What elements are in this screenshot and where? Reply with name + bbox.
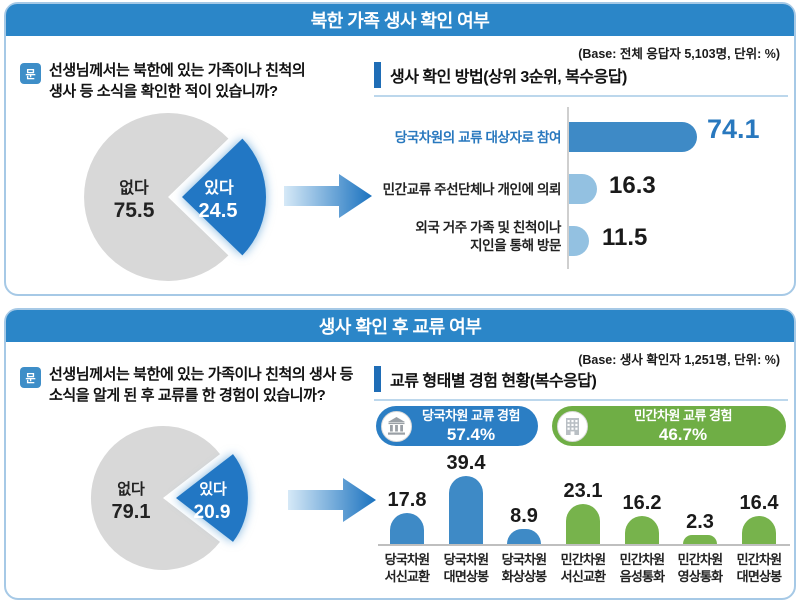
vbar-value-5: 16.2: [622, 492, 662, 514]
vbar-label-5: 민간차원 음성통화: [619, 552, 665, 584]
panel2-question: 문 선생님께서는 북한에 있는 가족이나 친척의 생사 등 소식을 알게 된 후…: [20, 365, 353, 406]
vbar-label-2: 당국차원 대면상봉: [443, 552, 489, 584]
vbar-label-6: 민간차원 영상통화: [677, 552, 723, 584]
section-accent-bar: [374, 366, 381, 392]
pie-no-label: 없다: [119, 179, 149, 197]
panel-survival-check: 북한 가족 생사 확인 여부 (Base: 전체 응답자 5,103명, 단위:…: [4, 2, 796, 296]
section-underline: [374, 95, 788, 97]
question-badge-icon: 문: [20, 367, 41, 388]
pie-no-value: 79.1: [112, 501, 151, 523]
vbar-value-3: 8.9: [510, 505, 538, 527]
pill-private-text: 민간차원 교류 경험 46.7%: [634, 408, 732, 444]
panel1-question: 문 선생님께서는 북한에 있는 가족이나 친척의 생사 등 소식을 확인한 적이…: [20, 61, 306, 102]
section-underline: [374, 399, 788, 401]
vbar-baseline: [378, 544, 790, 546]
panel2-pie-chart: 없다 79.1 있다 20.9: [90, 426, 248, 570]
pie-no-label: 없다: [117, 481, 145, 498]
vbar-value-7: 16.4: [739, 492, 779, 514]
hbar-value-3: 11.5: [602, 224, 648, 251]
hbar-value-1: 74.1: [707, 114, 760, 144]
vbar-6: [683, 535, 717, 544]
vbar-value-6: 2.3: [686, 511, 714, 533]
vbar-value-1: 17.8: [387, 489, 427, 511]
pie-yes-label: 있다: [204, 178, 234, 197]
section-accent-bar: [374, 62, 381, 88]
flow-arrow-icon: [288, 478, 376, 522]
hbar-value-2: 16.3: [609, 172, 656, 199]
pill-government-text: 당국차원 교류 경험 57.4%: [422, 408, 520, 444]
pill-private-exchange: 민간차원 교류 경험 46.7%: [552, 406, 786, 446]
vbar-value-2: 39.4: [446, 452, 486, 474]
pie-yes-label: 있다: [199, 480, 227, 498]
vbar-4: [566, 504, 600, 544]
panel2-title: 생사 확인 후 교류 여부: [318, 317, 482, 337]
vbar-value-4: 23.1: [563, 480, 603, 502]
question-badge-icon: 문: [20, 63, 41, 84]
pie-slice-yes: [182, 138, 267, 256]
panel1-section-title: 생사 확인 방법(상위 3순위, 복수응답): [390, 69, 627, 86]
vbar-1: [390, 513, 424, 544]
panel2-question-text: 선생님께서는 북한에 있는 가족이나 친척의 생사 등 소식을 알게 된 후 교…: [49, 366, 354, 404]
panel1-question-text: 선생님께서는 북한에 있는 가족이나 친척의 생사 등 소식을 확인한 적이 있…: [49, 62, 306, 100]
pie-slice-no: [90, 426, 220, 570]
panel2-base-note: (Base: 생사 확인자 1,251명, 단위: %): [578, 353, 780, 367]
hbar-1: [569, 122, 697, 152]
hbar-label-1: 당국차원의 교류 대상자로 참여: [394, 130, 562, 145]
panel-exchange-after-check: 생사 확인 후 교류 여부 (Base: 생사 확인자 1,251명, 단위: …: [4, 308, 796, 600]
hbar-label-3: 외국 거주 가족 및 친척이나 지인을 통해 방문: [415, 220, 561, 253]
vbar-2: [449, 476, 483, 544]
apartment-building-icon: [557, 410, 588, 442]
vbar-label-7: 민간차원 대면상봉: [736, 552, 782, 584]
panel1-header: 북한 가족 생사 확인 여부: [6, 4, 794, 36]
pie-yes-value: 24.5: [199, 200, 238, 222]
panel1-section-header: 생사 확인 방법(상위 3순위, 복수응답): [374, 62, 627, 88]
vbar-5: [625, 516, 659, 544]
panel2-section-title: 교류 형태별 경험 현황(복수응답): [390, 373, 597, 390]
panel2-section-header: 교류 형태별 경험 현황(복수응답): [374, 366, 597, 392]
hbar-3: [569, 226, 589, 256]
hbar-axis-line: [567, 107, 569, 269]
panel1-base-note: (Base: 전체 응답자 5,103명, 단위: %): [578, 47, 780, 61]
hbar-label-2: 민간교류 주선단체나 개인에 의뢰: [382, 182, 562, 197]
vbar-label-1: 당국차원 서신교환: [384, 552, 430, 584]
pie-slice-no: [84, 112, 229, 281]
hbar-2: [569, 174, 597, 204]
government-building-icon: [381, 410, 412, 442]
pie-yes-value: 20.9: [194, 502, 231, 523]
flow-arrow-icon: [284, 174, 372, 218]
vbar-3: [507, 529, 541, 544]
pie-no-value: 75.5: [114, 199, 155, 222]
panel1-title: 북한 가족 생사 확인 여부: [310, 11, 490, 31]
pill-government-exchange: 당국차원 교류 경험 57.4%: [376, 406, 538, 446]
panel1-pie-chart: 없다 75.5 있다 24.5: [84, 112, 267, 281]
vbar-label-3: 당국차원 화상상봉: [501, 552, 547, 584]
pie-slice-yes: [176, 454, 248, 542]
panel2-header: 생사 확인 후 교류 여부: [6, 310, 794, 342]
vbar-label-4: 민간차원 서신교환: [560, 552, 606, 584]
vbar-7: [742, 516, 776, 544]
